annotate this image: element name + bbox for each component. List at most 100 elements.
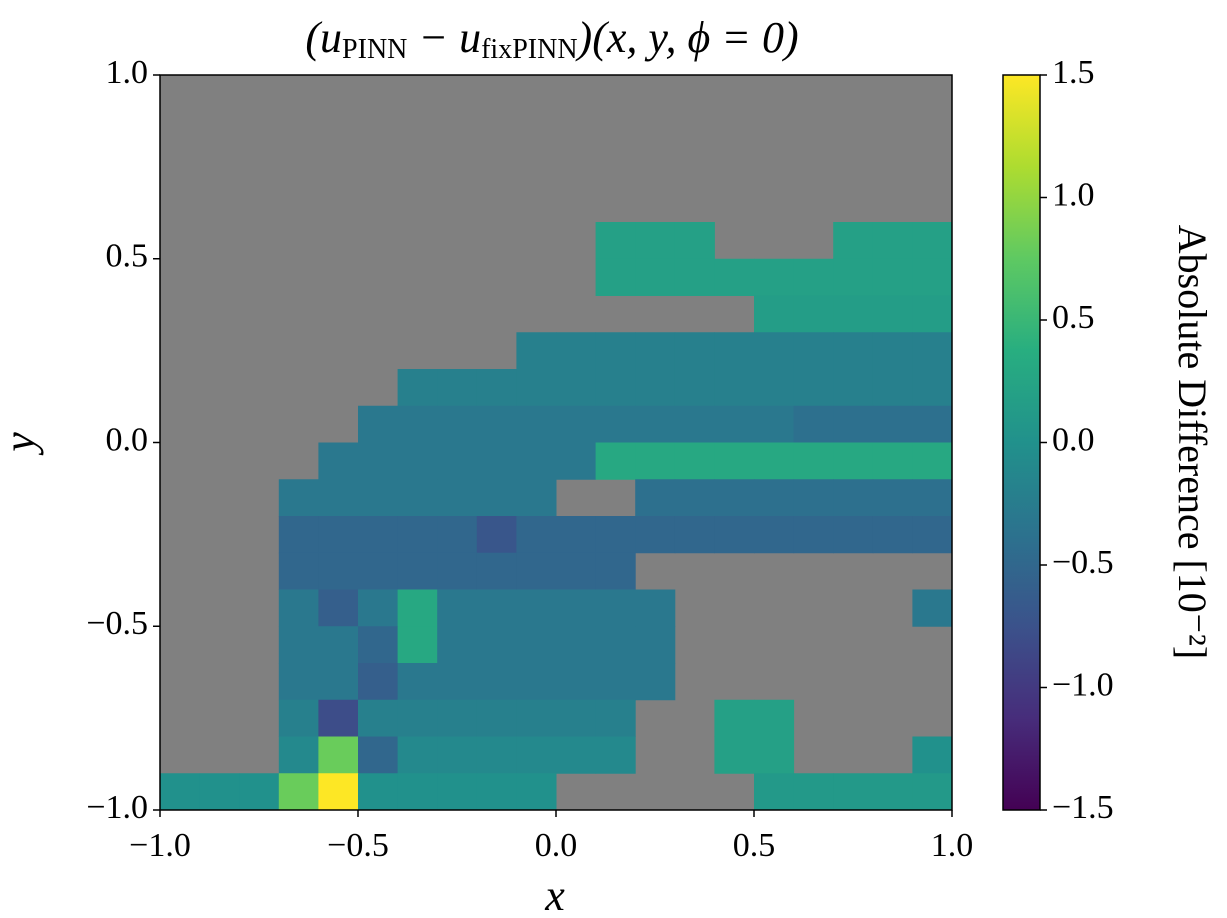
heat-cell bbox=[595, 699, 636, 737]
heat-cell bbox=[476, 589, 517, 627]
heat-cell bbox=[476, 405, 517, 443]
heat-cell bbox=[318, 699, 359, 737]
heat-cell bbox=[397, 442, 438, 480]
heat-cell bbox=[833, 442, 874, 480]
heat-cell bbox=[674, 332, 715, 370]
heat-cell bbox=[595, 516, 636, 554]
heat-cell bbox=[476, 663, 517, 701]
heat-cell bbox=[833, 258, 874, 296]
heat-cell bbox=[872, 295, 913, 333]
heat-cell bbox=[358, 663, 399, 701]
heat-cell bbox=[793, 516, 834, 554]
heat-cell bbox=[833, 332, 874, 370]
heat-cell bbox=[516, 663, 557, 701]
heat-cell bbox=[595, 589, 636, 627]
heat-cell bbox=[674, 222, 715, 260]
heat-cell bbox=[516, 405, 557, 443]
x-axis-label: x bbox=[544, 871, 565, 918]
heat-cell bbox=[714, 442, 755, 480]
heat-cell bbox=[793, 405, 834, 443]
heat-cell bbox=[437, 699, 478, 737]
y-tick-label: −0.5 bbox=[86, 605, 148, 642]
heat-cell bbox=[476, 479, 517, 517]
heat-cell bbox=[595, 222, 636, 260]
heat-cell bbox=[278, 699, 319, 737]
colorbar-tick-label: −0.5 bbox=[1052, 544, 1114, 581]
heat-cell bbox=[437, 589, 478, 627]
heat-cell bbox=[278, 736, 319, 774]
y-tick-label: −1.0 bbox=[86, 789, 148, 826]
y-tick-label: 0.5 bbox=[106, 238, 149, 275]
heat-cell bbox=[912, 736, 953, 774]
heat-cell bbox=[476, 773, 517, 811]
colorbar-tick-label: 1.0 bbox=[1052, 176, 1095, 213]
heat-cell bbox=[714, 736, 755, 774]
heat-cell bbox=[833, 479, 874, 517]
heat-cell bbox=[476, 516, 517, 554]
heat-cell bbox=[476, 442, 517, 480]
heat-cell bbox=[476, 626, 517, 664]
heat-cell bbox=[833, 516, 874, 554]
heat-cell bbox=[595, 332, 636, 370]
title-part: fixPINN bbox=[481, 34, 577, 65]
heat-cell bbox=[556, 626, 597, 664]
heat-cell bbox=[358, 442, 399, 480]
heat-cell bbox=[278, 479, 319, 517]
heat-cell bbox=[278, 516, 319, 554]
heat-cell bbox=[872, 222, 913, 260]
heat-cell bbox=[556, 405, 597, 443]
heat-cell bbox=[595, 442, 636, 480]
heat-cell bbox=[437, 479, 478, 517]
heat-cell bbox=[516, 516, 557, 554]
heat-cell bbox=[516, 369, 557, 407]
heat-cell bbox=[397, 626, 438, 664]
colorbar-tick-label: 0.0 bbox=[1052, 421, 1095, 458]
heat-cell bbox=[397, 736, 438, 774]
heat-cell bbox=[912, 332, 953, 370]
heat-cell bbox=[556, 369, 597, 407]
title-part: PINN bbox=[342, 34, 407, 65]
title-part: − u bbox=[407, 13, 481, 62]
colorbar-tick-label: 0.5 bbox=[1052, 299, 1095, 336]
heat-cell bbox=[397, 699, 438, 737]
heat-cell bbox=[358, 626, 399, 664]
heat-cell bbox=[754, 442, 795, 480]
title-part: (u bbox=[305, 13, 342, 62]
heat-cell bbox=[635, 442, 676, 480]
colorbar-label: Absolute Difference [10⁻²] bbox=[1170, 225, 1215, 659]
heat-cell bbox=[437, 369, 478, 407]
heat-cell bbox=[872, 369, 913, 407]
heat-cell bbox=[674, 516, 715, 554]
heat-cell bbox=[674, 369, 715, 407]
heat-cell bbox=[516, 736, 557, 774]
heat-cell bbox=[793, 258, 834, 296]
heat-cell bbox=[397, 589, 438, 627]
x-tick-label: 0.5 bbox=[733, 827, 776, 864]
heat-cell bbox=[595, 626, 636, 664]
y-tick-label: 0.0 bbox=[106, 421, 149, 458]
heat-cell bbox=[872, 258, 913, 296]
heat-cell bbox=[437, 626, 478, 664]
heat-cell bbox=[437, 552, 478, 590]
heat-cell bbox=[872, 442, 913, 480]
colorbar bbox=[1002, 74, 1041, 811]
heat-cell bbox=[556, 699, 597, 737]
heat-cell bbox=[714, 369, 755, 407]
heat-cell bbox=[556, 589, 597, 627]
heat-cell bbox=[793, 479, 834, 517]
heat-cell bbox=[793, 773, 834, 811]
heat-cell bbox=[635, 258, 676, 296]
colorbar-tick-label: 1.5 bbox=[1052, 54, 1095, 91]
heat-cell bbox=[358, 405, 399, 443]
heat-cell bbox=[318, 479, 359, 517]
heat-cell bbox=[754, 699, 795, 737]
heat-cell bbox=[833, 405, 874, 443]
heat-cell bbox=[635, 479, 676, 517]
heat-cell bbox=[754, 479, 795, 517]
heat-cell bbox=[912, 589, 953, 627]
heat-cell bbox=[635, 663, 676, 701]
heat-cell bbox=[833, 295, 874, 333]
heat-cell bbox=[714, 479, 755, 517]
y-axis-label: y bbox=[0, 432, 44, 456]
heat-cell bbox=[278, 626, 319, 664]
